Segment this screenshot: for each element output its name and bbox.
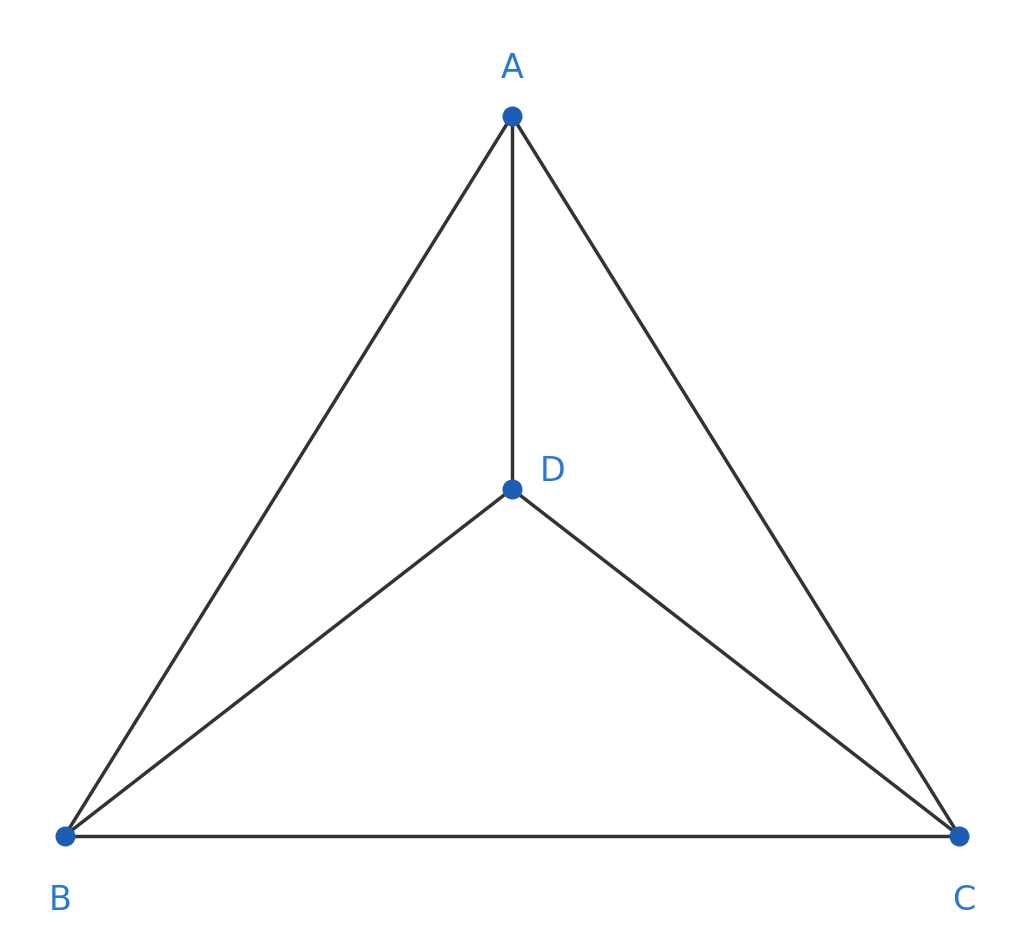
Text: D: D — [540, 455, 565, 488]
Point — [951, 828, 968, 843]
Point — [56, 828, 73, 843]
Text: B: B — [48, 884, 72, 917]
Text: A: A — [501, 52, 523, 85]
Point — [504, 481, 520, 496]
Text: C: C — [952, 884, 976, 917]
Point — [504, 108, 520, 123]
